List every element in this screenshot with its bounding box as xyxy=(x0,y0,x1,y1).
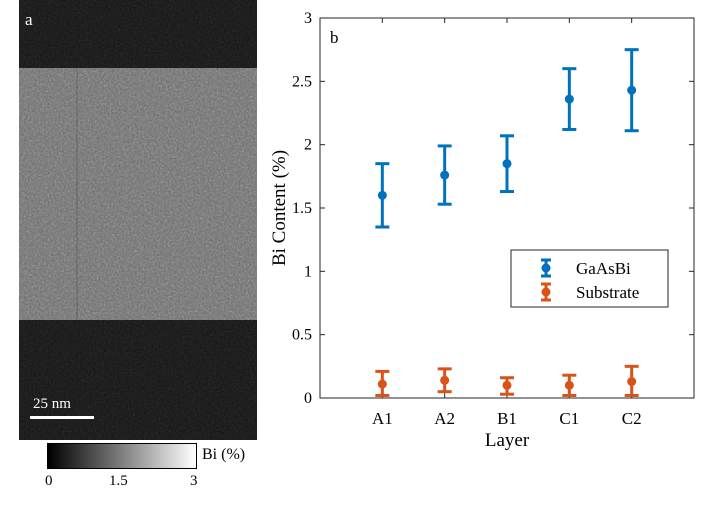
scale-bar xyxy=(30,416,94,419)
data-marker xyxy=(377,379,387,389)
x-axis: A1 A2 B1 C1 C2 xyxy=(372,18,642,428)
plot-frame xyxy=(319,17,695,399)
colorbar-tick-1: 1.5 xyxy=(109,473,128,489)
data-point-gaasbi xyxy=(624,48,639,133)
data-point-substrate xyxy=(500,376,514,396)
legend-marker xyxy=(541,263,551,273)
legend-label: Substrate xyxy=(576,283,639,302)
panel-a-label: a xyxy=(25,10,33,29)
data-marker xyxy=(627,85,637,95)
colorbar-tick-2: 3 xyxy=(190,473,198,489)
data-marker xyxy=(377,190,387,200)
data-point-gaasbi xyxy=(375,162,390,229)
y-tick-label: 1 xyxy=(304,263,312,280)
colorbar-tick-0: 0 xyxy=(45,473,53,489)
series-layer xyxy=(375,48,639,397)
data-marker xyxy=(502,159,512,169)
legend-item-gaasbi: GaAsBi xyxy=(541,258,631,278)
panel-b-label: b xyxy=(330,28,339,47)
data-point-gaasbi xyxy=(437,144,452,206)
legend-item-substrate: Substrate xyxy=(541,282,639,302)
x-tick-label: C2 xyxy=(622,409,642,428)
y-axis-label: Bi Content (%) xyxy=(269,150,290,266)
y-tick-label: 2 xyxy=(304,137,312,154)
y-tick-label: 3 xyxy=(304,10,312,27)
data-point-substrate xyxy=(624,364,639,397)
data-point-substrate xyxy=(375,369,390,397)
data-point-gaasbi xyxy=(500,134,514,194)
y-axis: 0 0.5 1 1.5 2 2.5 3 xyxy=(292,10,694,407)
y-tick-label: 1.5 xyxy=(292,200,312,217)
bi-map-image xyxy=(19,0,257,440)
data-marker xyxy=(502,380,512,390)
x-tick-label: B1 xyxy=(497,409,517,428)
scale-bar-label: 25 nm xyxy=(33,396,71,412)
x-tick-label: C1 xyxy=(559,409,579,428)
y-tick-label: 2.5 xyxy=(292,73,312,90)
data-marker xyxy=(440,170,450,180)
data-marker xyxy=(564,380,574,390)
data-marker xyxy=(564,94,574,104)
x-axis-label: Layer xyxy=(485,430,530,451)
legend-box xyxy=(510,249,669,308)
y-tick-label: 0 xyxy=(304,390,312,407)
data-point-substrate xyxy=(562,373,577,397)
data-point-gaasbi xyxy=(562,67,577,131)
data-marker xyxy=(440,375,450,385)
legend: GaAsBi Substrate xyxy=(510,249,669,308)
data-point-substrate xyxy=(437,367,452,394)
legend-label: GaAsBi xyxy=(576,259,631,278)
x-tick-label: A2 xyxy=(434,409,455,428)
colorbar-label: Bi (%) xyxy=(202,446,246,463)
colorbar xyxy=(47,443,197,469)
y-tick-label: 0.5 xyxy=(292,327,312,344)
legend-marker xyxy=(541,287,551,297)
x-tick-label: A1 xyxy=(372,409,393,428)
data-marker xyxy=(627,377,637,387)
